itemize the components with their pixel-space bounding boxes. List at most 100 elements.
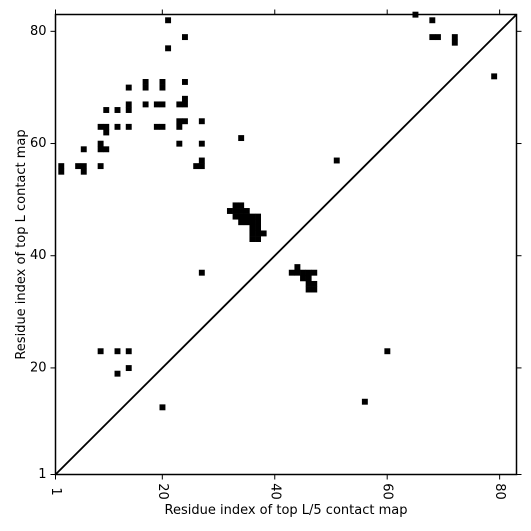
contact-cell-upper <box>97 163 104 170</box>
contact-cell-upper <box>159 123 166 130</box>
x-tick-label: 80 <box>492 483 507 500</box>
contact-cell-lower <box>305 275 312 282</box>
contact-cell-lower <box>249 230 256 237</box>
contact-cell-upper <box>181 101 188 108</box>
contact-cell-upper <box>198 163 205 170</box>
contact-cell-lower <box>384 348 391 355</box>
contact-cell-lower <box>243 213 250 220</box>
contact-cell-upper <box>153 123 160 130</box>
contact-cell-lower <box>361 398 368 405</box>
contact-cell-lower <box>300 275 306 282</box>
contact-cell-lower <box>305 269 312 276</box>
contact-cell-upper <box>97 146 104 153</box>
contact-cell-lower <box>311 269 318 276</box>
contact-cell-upper <box>125 84 132 91</box>
contact-cell-upper <box>97 123 104 130</box>
diagonal-line <box>54 13 518 476</box>
contact-cell-upper <box>491 73 498 80</box>
contact-cell-upper <box>103 107 110 113</box>
contact-cell-upper <box>97 140 104 147</box>
contact-cell-upper <box>451 34 458 41</box>
contact-cell-lower <box>114 370 121 377</box>
contact-cell-lower <box>255 224 262 231</box>
contact-cell-lower <box>238 213 245 220</box>
contact-cell-upper <box>451 39 458 46</box>
contact-cell-lower <box>232 202 239 209</box>
contact-cells <box>58 11 498 411</box>
y-tick-label: 40 <box>30 248 47 263</box>
contact-cell-upper <box>142 79 149 85</box>
x-tick-label: 40 <box>267 483 282 500</box>
x-tick-label: 20 <box>155 483 170 500</box>
contact-cell-lower <box>294 269 301 276</box>
y-tick-label: 60 <box>30 136 47 151</box>
contact-cell-upper <box>159 84 166 91</box>
contact-cell-lower <box>305 286 312 293</box>
contact-cell-upper <box>176 123 183 130</box>
contact-cell-upper <box>125 101 132 108</box>
contact-cell-upper <box>153 101 160 108</box>
contact-cell-lower <box>255 236 262 242</box>
contact-cell-upper <box>103 129 110 136</box>
contact-cell-lower <box>238 202 245 209</box>
contact-cell-upper <box>75 163 82 170</box>
contact-cell-upper <box>176 140 183 147</box>
contact-cell-lower <box>300 269 306 276</box>
contact-cell-upper <box>80 163 87 170</box>
contact-cell-lower <box>249 236 256 242</box>
contact-cell-upper <box>333 157 340 164</box>
contact-cell-upper <box>103 123 110 130</box>
contact-cell-lower <box>125 348 132 355</box>
contact-cell-lower <box>238 219 245 226</box>
contact-cell-lower <box>238 208 245 214</box>
contact-cell-lower <box>255 219 262 226</box>
contact-cell-lower <box>243 208 250 214</box>
contact-cell-lower <box>260 230 267 237</box>
x-axis-label: Residue index of top L/5 contact map <box>165 503 408 518</box>
plot-frame <box>54 13 518 476</box>
contact-cell-upper <box>125 123 132 130</box>
y-tick-label: 1 <box>38 467 46 482</box>
contact-cell-upper <box>198 140 205 147</box>
contact-cell-upper <box>114 107 121 113</box>
contact-cell-lower <box>311 286 318 293</box>
contact-cell-upper <box>176 101 183 108</box>
contact-cell-upper <box>114 123 121 130</box>
contact-cell-upper <box>198 157 205 164</box>
x-tick-label: 60 <box>380 483 395 500</box>
contact-cell-upper <box>238 135 245 142</box>
contact-cell-upper <box>125 107 132 113</box>
contact-cell-lower <box>305 280 312 287</box>
contact-cell-upper <box>159 79 166 85</box>
contact-cell-upper <box>181 118 188 125</box>
contact-cell-lower <box>288 269 295 276</box>
contact-cell-lower <box>232 208 239 214</box>
contact-cell-lower <box>226 208 233 214</box>
contact-cell-lower <box>125 365 132 372</box>
contact-cell-upper <box>142 101 149 108</box>
y-axis-label: Residue index of top L contact map <box>14 129 29 359</box>
axis-ticks: 1 20 40 60 80 1 20 40 60 80 <box>30 9 522 500</box>
contact-cell-lower <box>249 219 256 226</box>
x-tick-label: 1 <box>48 487 63 495</box>
contact-cell-lower <box>243 219 250 226</box>
contact-cell-upper <box>429 34 436 41</box>
contact-cell-lower <box>198 269 205 276</box>
contact-cell-lower <box>232 213 239 220</box>
contact-cell-upper <box>103 146 110 153</box>
contact-cell-lower <box>249 224 256 231</box>
contact-cell-upper <box>142 84 149 91</box>
contact-cell-lower <box>159 404 166 411</box>
contact-cell-lower <box>255 213 262 220</box>
contact-cell-upper <box>80 146 87 153</box>
contact-cell-upper <box>181 79 188 85</box>
contact-cell-upper <box>181 34 188 41</box>
contact-cell-upper <box>58 168 65 175</box>
contact-cell-lower <box>294 264 301 271</box>
y-tick-label: 20 <box>30 360 47 375</box>
contact-cell-upper <box>58 163 65 170</box>
y-tick-label: 80 <box>30 24 47 39</box>
contact-cell-upper <box>434 34 441 41</box>
contact-cell-upper <box>198 118 205 125</box>
contact-cell-upper <box>165 45 172 52</box>
